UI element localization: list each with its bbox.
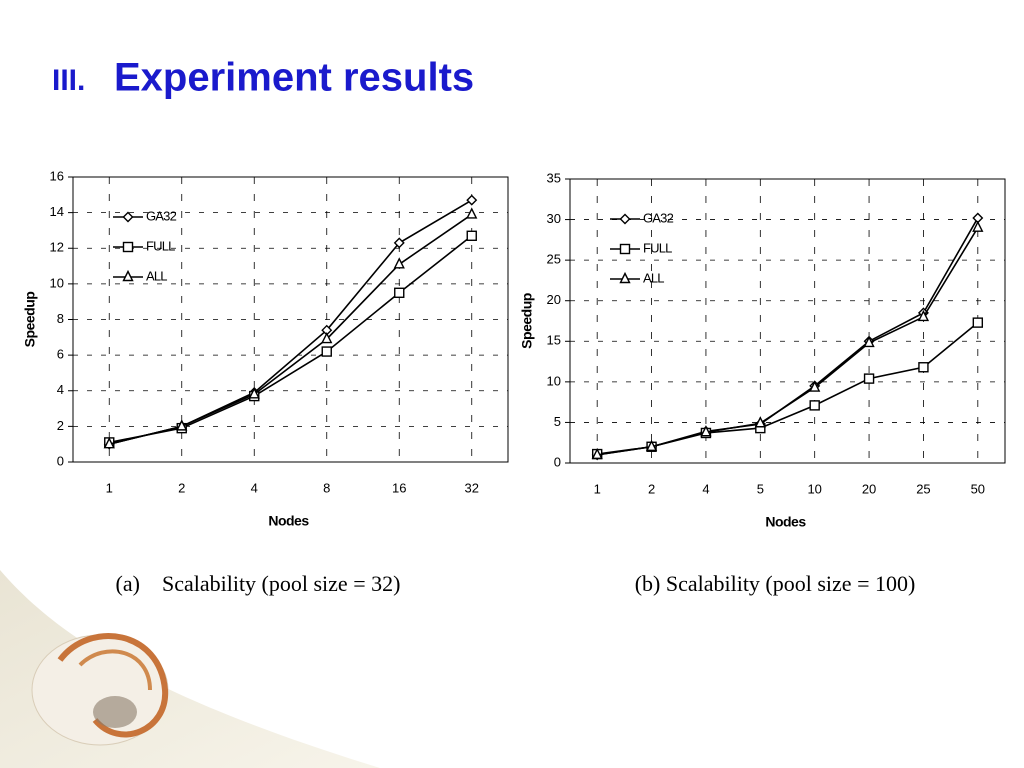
legend-label: GA32 [643, 210, 674, 225]
y-tick-label: 6 [57, 347, 64, 362]
x-tick-label: 20 [862, 481, 876, 496]
series-line [109, 235, 473, 444]
y-tick-label: 4 [57, 382, 64, 397]
y-axis-label: Speedup [519, 293, 535, 349]
x-axis-label: Nodes [268, 513, 309, 529]
marker [809, 400, 820, 411]
y-tick-label: 35 [547, 170, 561, 185]
y-tick-label: 20 [547, 292, 561, 307]
slide-title: Experiment results [114, 56, 474, 100]
marker [619, 243, 631, 255]
marker [863, 373, 875, 384]
marker [466, 230, 477, 241]
marker [863, 335, 875, 348]
y-tick-label: 12 [50, 240, 64, 255]
x-tick-label: 10 [807, 481, 821, 496]
x-axis-label: Nodes [765, 514, 806, 530]
y-tick-label: 8 [57, 311, 64, 326]
y-tick-label: 10 [50, 275, 64, 290]
x-tick-label: 32 [465, 480, 479, 495]
marker [645, 439, 658, 451]
y-tick-label: 5 [554, 414, 561, 429]
y-tick-label: 0 [554, 454, 561, 469]
marker [394, 287, 405, 298]
chart: 0 5 10 15 20 25 30 35 1 2 4 5 10 20 25 50 Nodes Speedup GA… [519, 170, 1006, 596]
marker [393, 237, 405, 249]
legend-label: ALL [643, 270, 664, 285]
marker [917, 309, 930, 322]
legend-label: GA32 [146, 208, 177, 223]
x-tick-label: 4 [251, 480, 258, 495]
marker [619, 271, 631, 284]
marker [248, 387, 260, 399]
y-tick-label: 14 [50, 204, 64, 219]
x-tick-label: 50 [971, 481, 985, 496]
y-tick-label: 0 [57, 453, 64, 468]
slide-number: III. [52, 64, 85, 97]
x-tick-label: 16 [392, 480, 406, 495]
chart-caption: (b) Scalability (pool size = 100) [635, 571, 916, 596]
legend-label: FULL [146, 238, 175, 253]
y-axis-label: Speedup [22, 292, 38, 348]
x-tick-label: 1 [106, 480, 113, 495]
marker [176, 419, 188, 431]
y-tick-label: 30 [547, 211, 561, 226]
x-tick-label: 8 [323, 480, 330, 495]
series-line [109, 213, 473, 445]
marker [122, 211, 134, 223]
plot-area [72, 176, 509, 463]
marker [619, 213, 631, 225]
x-tick-label: 4 [702, 481, 709, 496]
y-tick-label: 15 [547, 333, 561, 348]
legend-label: FULL [643, 240, 672, 255]
y-tick-label: 2 [57, 418, 64, 433]
marker [321, 346, 332, 357]
marker [122, 241, 134, 253]
y-tick-label: 25 [547, 252, 561, 267]
x-tick-label: 25 [916, 481, 930, 496]
chart-caption: (a) Scalability (pool size = 32) [116, 571, 401, 596]
x-tick-label: 2 [648, 481, 655, 496]
marker [972, 317, 984, 328]
marker [466, 194, 478, 206]
marker [103, 437, 115, 449]
series-line [597, 227, 979, 456]
legend-label: ALL [146, 268, 167, 283]
marker [122, 269, 134, 282]
marker [321, 332, 333, 344]
x-tick-label: 1 [594, 481, 601, 496]
x-tick-label: 5 [757, 481, 764, 496]
x-tick-label: 2 [178, 480, 185, 495]
shell-decoration [31, 633, 169, 746]
marker [591, 447, 603, 460]
marker [393, 257, 405, 269]
marker [754, 416, 766, 428]
y-tick-label: 16 [50, 168, 64, 183]
y-tick-label: 10 [547, 373, 561, 388]
plot-area [569, 178, 1006, 464]
marker [809, 380, 821, 392]
marker [918, 362, 929, 373]
marker [466, 207, 478, 219]
marker [700, 425, 712, 437]
marker [972, 220, 984, 232]
